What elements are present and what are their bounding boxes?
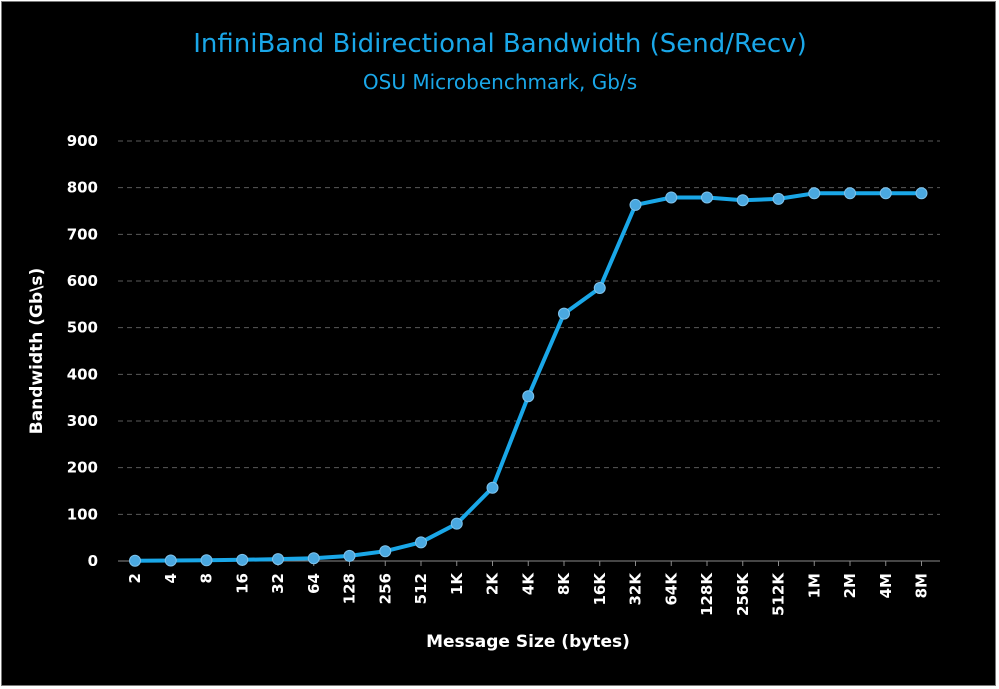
data-point	[665, 191, 678, 204]
data-point	[736, 194, 749, 207]
data-point	[200, 554, 213, 567]
x-tick-label: 512	[412, 573, 430, 604]
x-tick-label: 1M	[805, 573, 823, 598]
x-tick-label: 32K	[627, 572, 645, 606]
data-point	[379, 545, 392, 558]
x-tick-label: 512K	[770, 572, 788, 616]
chart-subtitle: OSU Microbenchmark, Gb/s	[363, 70, 637, 94]
data-point	[343, 549, 356, 562]
series-line	[133, 191, 924, 563]
y-tick-label: 100	[67, 505, 98, 523]
data-point	[593, 282, 606, 294]
data-point	[272, 553, 284, 566]
y-tick-label: 900	[67, 132, 98, 150]
data-point	[164, 554, 177, 567]
data-point	[129, 554, 141, 567]
x-tick-label: 2	[126, 573, 144, 583]
x-tick-label: 2K	[484, 572, 502, 595]
x-tick-label: 1K	[448, 572, 466, 595]
x-tick-label: 64K	[662, 572, 680, 606]
x-axis-label: Message Size (bytes)	[426, 632, 630, 652]
x-tick-label: 64	[305, 573, 323, 594]
y-tick-label: 200	[67, 459, 98, 477]
x-tick-label: 8	[198, 573, 216, 583]
y-tick-label: 400	[67, 365, 98, 383]
x-tick-label: 16	[233, 573, 251, 594]
data-point	[522, 390, 535, 403]
y-tick-label: 700	[67, 225, 98, 243]
gridlines	[118, 140, 940, 562]
y-tick-label: 0	[88, 552, 98, 570]
x-tick-label: 16K	[591, 572, 609, 606]
x-tick-label: 4	[162, 573, 180, 583]
data-point	[307, 552, 320, 565]
chart-title: InfiniBand Bidirectional Bandwidth (Send…	[193, 29, 806, 59]
data-point	[486, 481, 499, 494]
series-layer	[129, 187, 928, 567]
y-tick-label: 600	[67, 272, 98, 290]
y-axis-label: Bandwidth (Gb\s)	[27, 268, 47, 435]
x-tick-label: 8M	[913, 573, 931, 598]
data-point	[808, 187, 821, 200]
data-point	[450, 517, 463, 530]
x-tick-label: 4M	[877, 573, 895, 598]
data-point	[629, 198, 642, 211]
data-point	[915, 187, 928, 200]
data-point	[844, 187, 856, 200]
x-tick-label: 4K	[519, 572, 537, 595]
x-tick-label: 128	[341, 573, 359, 604]
y-axis-ticks: 0 100 200 300 400 500 600 700 800 900	[67, 132, 98, 570]
y-tick-label: 300	[67, 412, 98, 430]
y-tick-label: 800	[67, 179, 98, 197]
x-tick-label: 2M	[841, 573, 859, 598]
data-point	[236, 553, 249, 566]
data-point	[879, 187, 892, 200]
data-point	[701, 191, 713, 204]
data-point	[415, 536, 427, 549]
data-point	[772, 192, 785, 205]
data-point	[558, 307, 570, 320]
y-tick-label: 500	[67, 319, 98, 337]
x-tick-label: 256	[376, 573, 394, 604]
x-tick-label: 128K	[698, 572, 716, 616]
x-tick-label: 8K	[555, 572, 573, 595]
x-tick-label: 256K	[734, 572, 752, 616]
x-axis-ticks: 2 4 8 16 32 64 128 256 512 1K 2K 4K 8K 16K 32K 64K 128K 2…	[126, 561, 931, 616]
x-tick-label: 32	[269, 573, 287, 594]
